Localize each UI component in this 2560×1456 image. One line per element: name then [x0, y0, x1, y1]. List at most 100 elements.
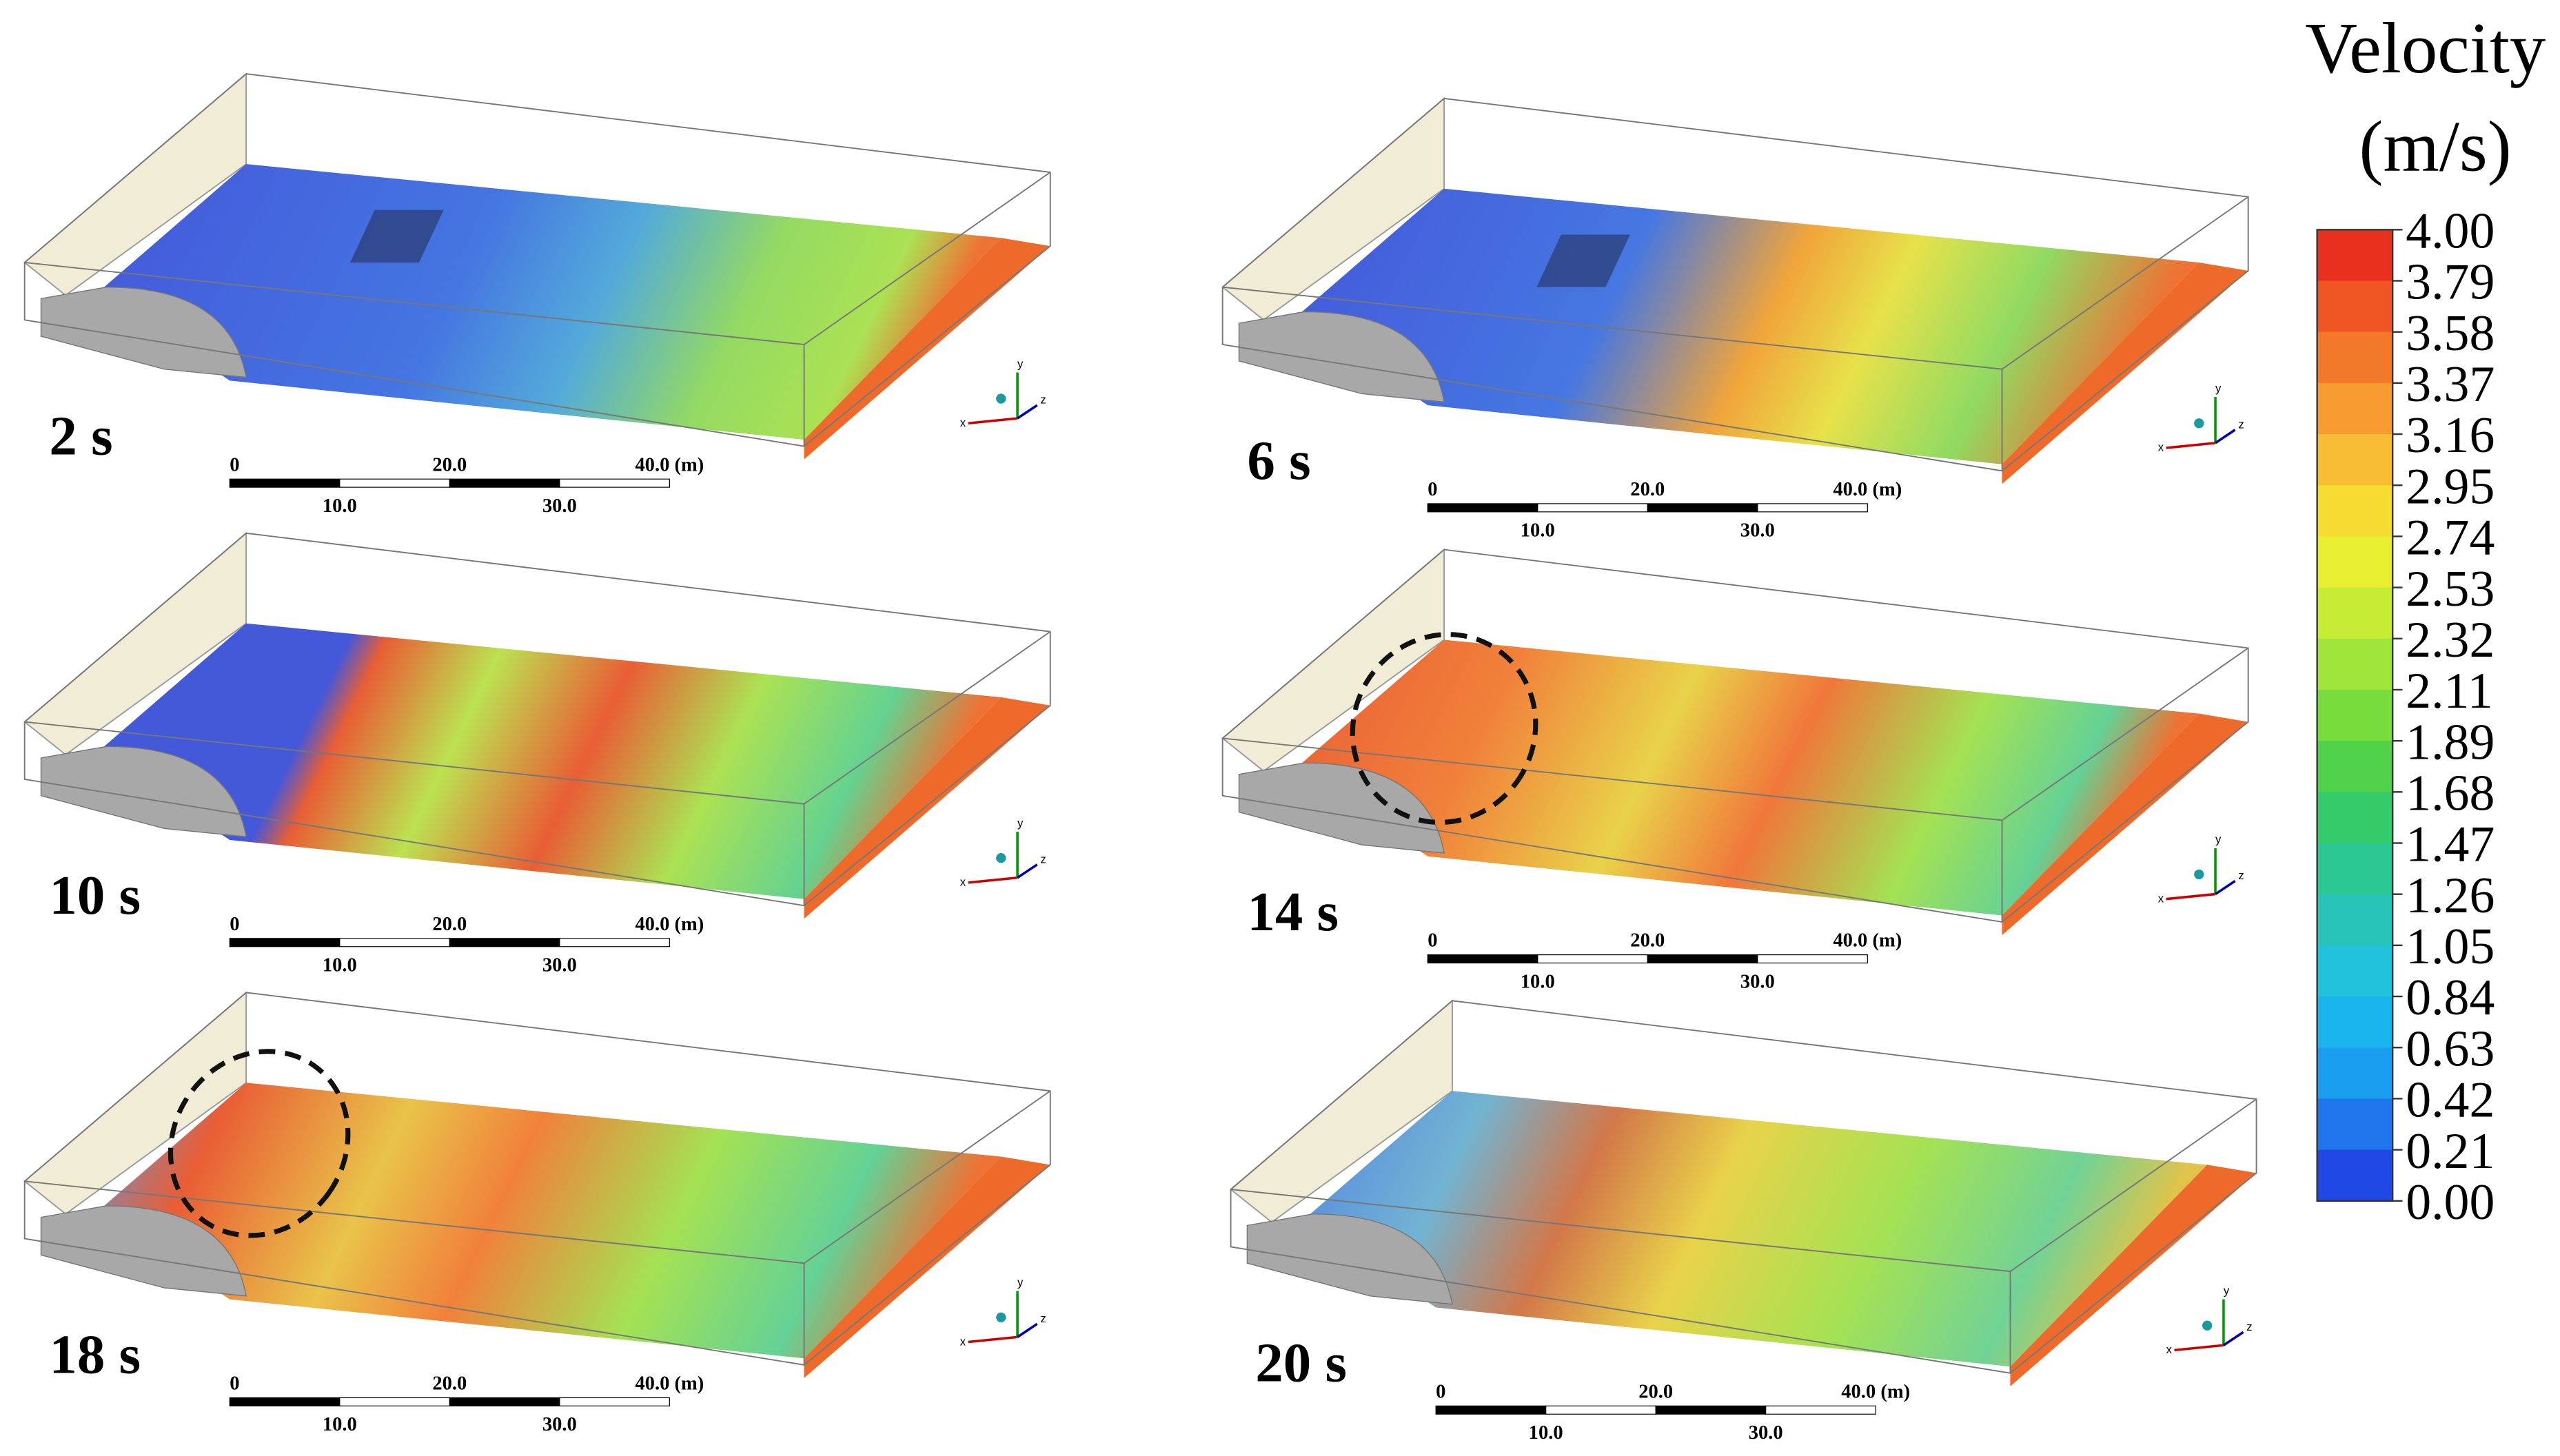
- triad-z: [2222, 1331, 2244, 1346]
- scale-label: 0: [1436, 1381, 1445, 1402]
- colorbar-label: 1.89: [2406, 713, 2495, 770]
- colorbar-unit: (m/s): [2359, 107, 2511, 187]
- time-label: 10 s: [49, 864, 141, 926]
- colorbar-label: 0.84: [2406, 969, 2495, 1025]
- scale-label: 30.0: [1740, 520, 1775, 542]
- triad-dot: [996, 1312, 1006, 1322]
- flow-side: [804, 1156, 1050, 1378]
- colorbar-band: [2317, 1098, 2393, 1151]
- triad-label: z: [1040, 1312, 1046, 1325]
- colorbar-label: 0.21: [2406, 1122, 2495, 1179]
- scale-segment: [1647, 503, 1758, 513]
- colorbar-band: [2317, 792, 2393, 844]
- scale-segment: [229, 478, 341, 488]
- highlight: [1350, 632, 1538, 826]
- scale-label: 0: [230, 1373, 239, 1395]
- scale-label: 20.0: [432, 914, 467, 935]
- triad-label: y: [2215, 382, 2222, 395]
- colorbar-label: 1.26: [2406, 867, 2495, 923]
- scale-label: 40.0 (m): [635, 914, 704, 935]
- colorbar-band: [2317, 1047, 2393, 1100]
- colorbar-title: Velocity: [2305, 8, 2546, 88]
- scale-segment: [1545, 1405, 1656, 1415]
- scale-label: 30.0: [542, 954, 577, 976]
- colorbar-band: [2317, 229, 2393, 282]
- scale-label: 20.0: [432, 1373, 467, 1395]
- scale-segment: [1537, 503, 1648, 513]
- colorbar-label: 1.68: [2406, 765, 2495, 821]
- flow-surface: [98, 164, 1002, 440]
- scale-label: 40.0 (m): [635, 1373, 704, 1395]
- scale-segment: [559, 1397, 670, 1406]
- colorbar-label: 2.32: [2406, 611, 2495, 668]
- colorbar-label: 1.47: [2406, 816, 2495, 872]
- scale-label: 30.0: [542, 1414, 577, 1435]
- scale-label: 40.0 (m): [1833, 479, 1902, 500]
- triad-label: y: [2215, 833, 2222, 846]
- scale-segment: [1427, 954, 1538, 964]
- flow-surface: [1296, 639, 2200, 916]
- panel: 14 s 0 20.0 40.0 (m) 10.0 30.0 x y z: [1221, 548, 2249, 992]
- triad-dot: [2194, 869, 2204, 880]
- highlight: [167, 1049, 351, 1238]
- triad-z: [1017, 1322, 1038, 1338]
- colorbar-band: [2317, 689, 2393, 742]
- inlet: [1238, 311, 1445, 403]
- colorbar: 4.003.793.583.373.162.952.742.532.322.11…: [2316, 203, 2495, 1230]
- scale-segment: [1537, 954, 1648, 964]
- scale-label: 20.0: [1630, 479, 1665, 500]
- scale-segment: [1757, 503, 1868, 513]
- scale-label: 10.0: [1529, 1422, 1563, 1444]
- scale-segment: [559, 478, 670, 488]
- triad-z: [2215, 429, 2236, 444]
- triad-label: x: [960, 1335, 966, 1348]
- colorbar-band: [2317, 536, 2393, 588]
- panel: 18 s 0 20.0 40.0 (m) 10.0 30.0 x y z: [23, 991, 1051, 1435]
- flow-side: [804, 697, 1050, 919]
- triad-label: z: [1040, 393, 1046, 407]
- scale-segment: [449, 938, 560, 947]
- triad-label: z: [2246, 1320, 2252, 1333]
- triad-label: y: [1017, 817, 1024, 830]
- inlet: [40, 1205, 247, 1297]
- flow-side: [2002, 262, 2248, 484]
- colorbar-band: [2317, 894, 2393, 947]
- colorbar-band: [2317, 382, 2393, 435]
- colorbar-label: 2.74: [2406, 509, 2495, 566]
- colorbar-label: 3.37: [2406, 356, 2495, 412]
- scale-label: 20.0: [1638, 1381, 1673, 1402]
- colorbar-band: [2317, 587, 2393, 639]
- scale-segment: [229, 938, 341, 947]
- colorbar-label: 3.16: [2406, 407, 2495, 463]
- triad-label: x: [2158, 441, 2164, 454]
- scale-segment: [1757, 954, 1868, 964]
- scale-label: 20.0: [432, 454, 467, 475]
- scale-segment: [339, 938, 450, 947]
- flow-side: [804, 238, 1050, 460]
- time-label: 6 s: [1247, 429, 1310, 491]
- scale-label: 40.0 (m): [1841, 1381, 1910, 1402]
- colorbar-label: 2.53: [2406, 560, 2495, 617]
- scale-segment: [1435, 1405, 1547, 1415]
- colorbar-band: [2317, 638, 2393, 691]
- colorbar-band: [2317, 485, 2393, 537]
- time-label: 18 s: [49, 1324, 141, 1386]
- scale-segment: [229, 1397, 341, 1406]
- triad-x: [968, 876, 1018, 884]
- inlet: [1246, 1213, 1453, 1305]
- scale-label: 10.0: [1521, 520, 1555, 542]
- panel: 6 s 0 20.0 40.0 (m) 10.0 30.0 x y z: [1221, 96, 2249, 542]
- triad-label: y: [2224, 1284, 2230, 1297]
- triad-label: x: [960, 416, 966, 429]
- scale-label: 0: [1428, 479, 1437, 500]
- triad-z: [1017, 863, 1038, 879]
- time-label: 14 s: [1247, 881, 1339, 943]
- scale-segment: [449, 478, 560, 488]
- grate: [350, 209, 444, 263]
- colorbar-label: 4.00: [2406, 203, 2495, 259]
- scale-label: 40.0 (m): [635, 454, 704, 475]
- scale-segment: [339, 1397, 450, 1406]
- triad-label: x: [2158, 892, 2164, 905]
- inlet: [40, 286, 247, 378]
- colorbar-band: [2317, 434, 2393, 486]
